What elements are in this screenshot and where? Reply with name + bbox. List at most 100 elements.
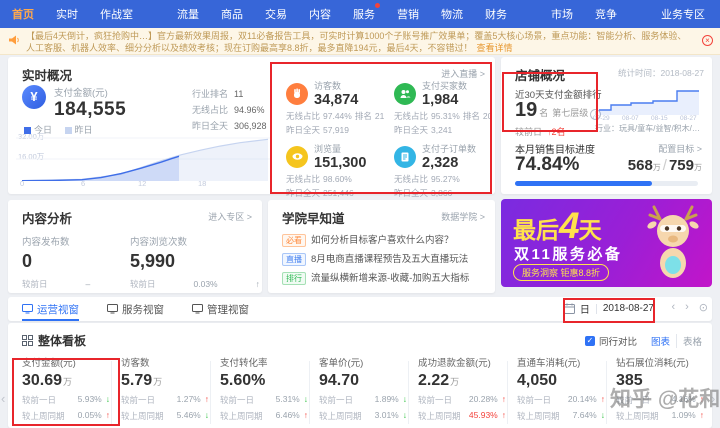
prev-date-arrow[interactable]: ‹ bbox=[671, 301, 676, 313]
today-legend-marker bbox=[24, 127, 31, 134]
nav-item-goods[interactable]: 商品 bbox=[221, 9, 243, 21]
nav-item-market[interactable]: 市场 bbox=[551, 9, 573, 21]
configure-goal-link[interactable]: 配置目标 > bbox=[658, 144, 702, 154]
board-title-row: 整体看板 bbox=[22, 332, 86, 349]
delta-arrow: ↑ bbox=[501, 410, 506, 420]
y-tick: 16.00万 bbox=[18, 152, 45, 161]
academy-card: 学院早知道 数据学院 > 必看 如何分析目标客户喜欢什么内容？ 直播 8月电商直播课… bbox=[268, 200, 495, 293]
banner-headline: 最后4天 bbox=[513, 205, 602, 246]
goal-progress-fill bbox=[515, 181, 652, 186]
delta-arrow: ↓ bbox=[402, 410, 407, 420]
tag-mustread: 必看 bbox=[282, 233, 306, 247]
divider bbox=[111, 361, 112, 424]
delta-arrow: ↑ bbox=[501, 394, 506, 404]
nav-item-warroom[interactable]: 作战室 bbox=[100, 9, 133, 21]
nav-item-trade[interactable]: 交易 bbox=[265, 9, 287, 21]
overall-board-card: 整体看板 ✓ 同行对比 图表 表格 支付金额(元) 30.69万 较前一日 5.9… bbox=[8, 323, 712, 428]
delta-arrow: ↑ bbox=[105, 410, 110, 420]
monitor-icon bbox=[22, 304, 33, 314]
view-tabs-bar: 运营视窗 服务视窗 管理视窗 日 2018-08-27 ‹ › ⊙ bbox=[8, 297, 712, 321]
watermark: 知乎 @花和尚 bbox=[610, 388, 720, 411]
tab-service-view[interactable]: 服务视窗 bbox=[107, 297, 164, 321]
enter-zone-link[interactable]: 进入专区 > bbox=[208, 212, 252, 222]
side-stats: 行业排名 11 无线占比 94.96% 昨日全天 306,928 bbox=[192, 87, 267, 135]
x-tick: 0 bbox=[20, 179, 25, 188]
tab-management-view[interactable]: 管理视窗 bbox=[192, 297, 249, 321]
date-mode[interactable]: 日 bbox=[579, 305, 590, 316]
rank-label: 近30天支付金额排行 bbox=[515, 90, 602, 101]
metric-sub: 无线占比 97.44% 排名 21 bbox=[286, 111, 385, 121]
deer-mascot bbox=[647, 205, 699, 278]
monitor-icon bbox=[107, 304, 118, 314]
metric-label: 访客数 bbox=[314, 81, 342, 91]
nav-item-logistics[interactable]: 物流 bbox=[441, 9, 463, 21]
tag-ranking: 排行 bbox=[282, 271, 306, 285]
divider bbox=[309, 361, 310, 424]
carousel-next-icon[interactable]: › bbox=[711, 391, 716, 406]
divider bbox=[507, 361, 508, 424]
x-tick: 12 bbox=[138, 179, 147, 188]
notification-dot bbox=[375, 3, 380, 8]
delta-arrow: ↑ bbox=[699, 410, 704, 420]
nav-item-home[interactable]: 首页 bbox=[12, 9, 34, 21]
table-view-toggle[interactable]: 表格 bbox=[675, 334, 702, 348]
metric-label: 支付子订单数 bbox=[422, 144, 477, 154]
rank-row: 19 名第七层级 i bbox=[515, 99, 602, 122]
buyers-icon bbox=[394, 82, 416, 105]
nav-item-realtime[interactable]: 实时 bbox=[56, 9, 78, 21]
next-date-arrow[interactable]: › bbox=[685, 301, 689, 313]
stat-row: 行业排名 11 bbox=[192, 89, 244, 99]
content-title: 内容分析 bbox=[22, 212, 73, 226]
delta-arrow: ↓ bbox=[105, 394, 110, 404]
metric-pageviews: 浏览量 151,300 无线占比 98.60% 昨日全天 251,446 bbox=[286, 142, 390, 199]
nav-item-content[interactable]: 内容 bbox=[309, 9, 331, 21]
megaphone-icon bbox=[9, 35, 19, 45]
notice-detail-link[interactable]: 查看详情 bbox=[476, 43, 513, 53]
order-doc-icon bbox=[394, 145, 416, 168]
board-metric-refund: 成功退款金额(元) 2.22万 较前一日 20.28% ↑ 较上周同期 45.93% ↑ bbox=[418, 358, 506, 421]
divider bbox=[595, 303, 597, 314]
nav-item-finance[interactable]: 财务 bbox=[485, 9, 507, 21]
date-picker[interactable]: 日 2018-08-27 bbox=[563, 301, 654, 316]
eye-icon bbox=[286, 145, 308, 168]
info-icon[interactable]: i bbox=[590, 109, 602, 120]
dashboard-icon bbox=[22, 335, 33, 346]
compare-checkbox[interactable]: ✓ bbox=[584, 336, 595, 346]
settings-icon[interactable]: ⊙ bbox=[698, 302, 708, 314]
promo-banner[interactable]: 最后4天 双11服务必备 服务洞察 钜惠8.8折 bbox=[501, 199, 712, 287]
academy-more-link[interactable]: 数据学院 > bbox=[441, 212, 485, 222]
board-metric-zuanshi: 钻石展位消耗(元) 385 较前一日 4.16% ↑ 较上周同期 1.09% ↑ bbox=[616, 358, 704, 421]
nav-item-competition[interactable]: 竞争 bbox=[595, 9, 617, 21]
academy-item[interactable]: 直播 8月电商直播课程预告及五大直播玩法 bbox=[282, 251, 468, 266]
trend-x-tick: 08-27 bbox=[680, 115, 697, 122]
content-publish-metric: 内容发布数 0 较前日 – bbox=[22, 237, 91, 289]
academy-item[interactable]: 排行 流量纵横新增来源-收藏-加购五大指标 bbox=[282, 270, 469, 285]
date-value[interactable]: 2018-08-27 bbox=[602, 303, 654, 314]
nav-item-marketing[interactable]: 营销 bbox=[397, 9, 419, 21]
delta-arrow: ↑ bbox=[255, 279, 260, 289]
board-metric-visitors: 访客数 5.79万 较前一日 1.27% ↑ 较上周同期 5.46% ↓ bbox=[121, 358, 209, 421]
nav-item-service-label: 服务 bbox=[353, 9, 375, 21]
chart-view-toggle[interactable]: 图表 bbox=[650, 337, 670, 348]
realtime-area-chart bbox=[16, 137, 272, 181]
rank-value: 19 bbox=[515, 99, 538, 121]
divider bbox=[408, 361, 409, 424]
metric-value: 2,328 bbox=[422, 155, 459, 171]
delta-arrow: ↑ bbox=[204, 394, 209, 404]
rank-trend-chart bbox=[599, 90, 699, 115]
metric-sub: 无线占比 98.60% bbox=[286, 174, 352, 184]
nav-item-traffic[interactable]: 流量 bbox=[177, 9, 199, 21]
banner-pill: 服务洞察 钜惠8.8折 bbox=[513, 264, 610, 281]
shop-overview-card: 店铺概况 统计时间：2018-08-27 近30天支付金额排行 19 名第七层级 i… bbox=[501, 57, 712, 194]
tab-operations-view[interactable]: 运营视窗 bbox=[22, 297, 79, 321]
enter-live-link[interactable]: 进入直播 > bbox=[441, 69, 485, 79]
shop-title: 店铺概况 bbox=[515, 69, 566, 83]
metric-sub: 昨日全天 251,446 bbox=[286, 188, 354, 198]
metric-sub: 无线占比 95.31% 排名 20 bbox=[394, 111, 493, 121]
nav-item-service[interactable]: 服务 bbox=[353, 3, 380, 22]
divider bbox=[606, 361, 607, 424]
academy-item[interactable]: 必看 如何分析目标客户喜欢什么内容？ bbox=[282, 232, 454, 247]
nav-item-bizzone[interactable]: 业务专区 bbox=[661, 9, 705, 21]
carousel-prev-icon[interactable]: ‹ bbox=[1, 391, 6, 406]
close-icon[interactable]: × bbox=[702, 35, 713, 46]
